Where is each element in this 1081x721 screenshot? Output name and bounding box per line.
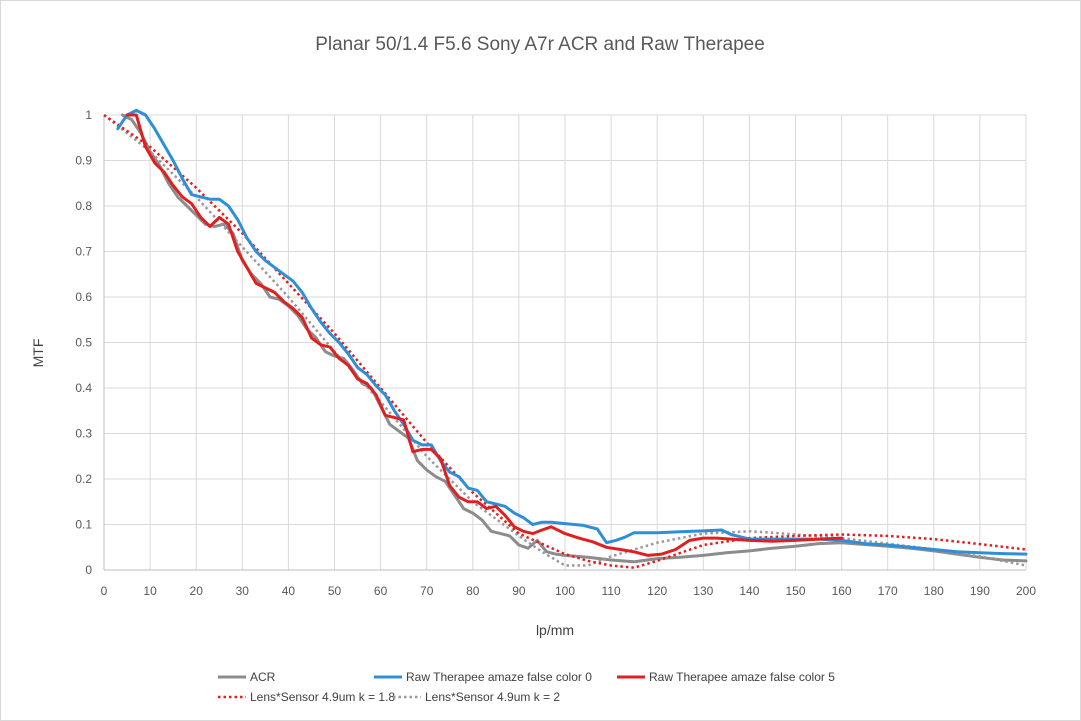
chart-title: Planar 50/1.4 F5.6 Sony A7r ACR and Raw … [315,34,765,55]
x-axis-title: lp/mm [536,622,574,638]
legend-entry-label: Lens*Sensor 4.9um k = 2 [425,690,560,704]
axes: 0 10 20 30 40 50 60 70 80 90 100 110 120 130 140 150 160… [75,108,1036,598]
x-tick-label: 190 [970,584,990,598]
y-tick-label: 0.2 [75,472,92,486]
x-tick-label: 60 [374,584,388,598]
y-tick-label: 0.5 [75,336,92,350]
x-tick-label: 80 [466,584,480,598]
y-tick-label: 0.3 [75,427,92,441]
y-tick-label: 0.1 [75,518,92,532]
series-line-acr [120,113,1028,564]
x-tick-label: 170 [878,584,898,598]
y-tick-label: 0.9 [75,154,92,168]
x-tick-label: 100 [555,584,575,598]
x-tick-label: 0 [101,584,108,598]
series-line-raw-therapee-amaze-false-color-5 [125,113,844,557]
grid-lines [104,114,1027,570]
x-tick-label: 40 [282,584,296,598]
x-tick-label: 150 [785,584,805,598]
x-tick-label: 200 [1016,584,1036,598]
x-tick-label: 160 [832,584,852,598]
x-tick-label: 140 [739,584,759,598]
legend-entry-label: ACR [250,670,276,684]
x-tick-label: 20 [190,584,204,598]
legend-entry-label: Lens*Sensor 4.9um k = 1.8 [250,690,395,704]
x-tick-label: 180 [924,584,944,598]
x-tick-label: 50 [328,584,342,598]
x-tick-label: 70 [420,584,434,598]
series-lines [103,108,1028,569]
y-tick-label: 0.7 [75,245,92,259]
x-tick-label: 30 [236,584,250,598]
series-line-lens-sensor-4-9um-k-2 [103,114,1027,567]
y-tick-label: 0.6 [75,290,92,304]
x-tick-label: 120 [647,584,667,598]
x-tick-label: 10 [143,584,157,598]
x-tick-label: 110 [602,584,621,598]
y-tick-label: 1 [85,108,92,122]
y-tick-label: 0.4 [75,381,92,395]
y-axis-title: MTF [30,339,46,368]
y-tick-label: 0 [85,563,92,577]
y-tick-label: 0.8 [75,199,92,213]
x-tick-label: 130 [693,584,713,598]
legend: ACR Raw Therapee amaze false color 0 Raw T… [218,670,835,704]
x-tick-label: 90 [512,584,526,598]
legend-entry-label: Raw Therapee amaze false color 0 [406,670,592,684]
legend-entry-label: Raw Therapee amaze false color 5 [649,670,835,684]
